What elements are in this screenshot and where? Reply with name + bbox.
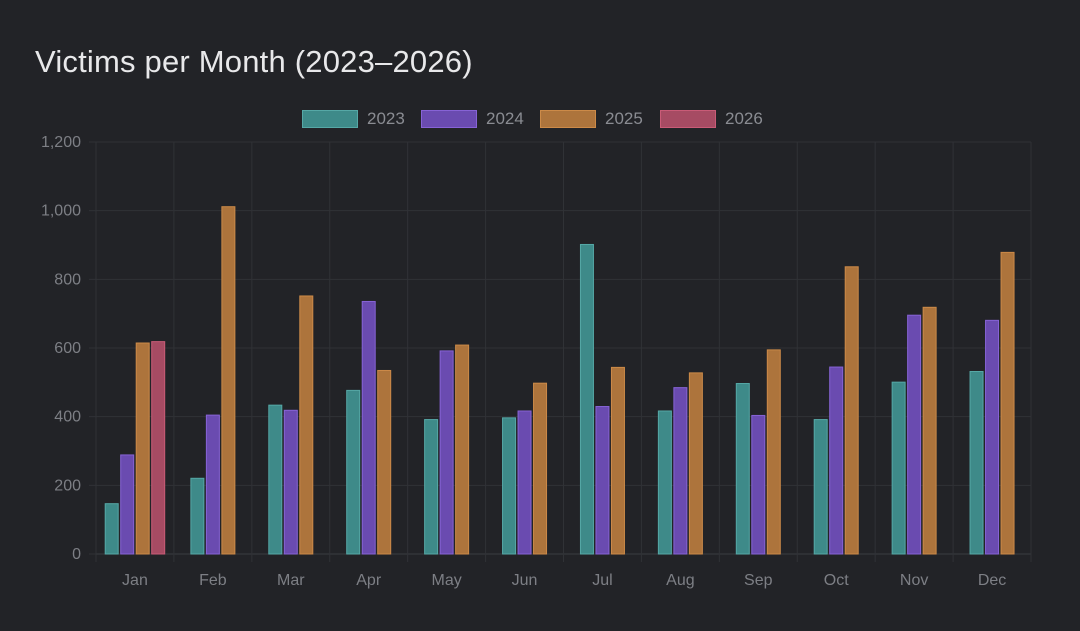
y-tick-label: 800 <box>54 271 81 288</box>
legend-swatch-2023 <box>302 110 358 128</box>
bar-2023-sep <box>735 383 750 555</box>
legend-label-2026: 2026 <box>725 109 763 128</box>
bar-2023-apr <box>346 389 361 555</box>
y-tick-label: 1,000 <box>41 203 81 220</box>
bar-2024-sep <box>751 414 766 555</box>
bar-2024-oct <box>829 366 844 555</box>
x-tick-label: Feb <box>199 572 227 589</box>
bar-2023-oct <box>813 419 828 555</box>
bar-2024-jan <box>120 454 135 555</box>
bar-2023-aug <box>657 410 672 555</box>
bar-2024-aug <box>673 387 688 555</box>
bar-2024-nov <box>907 314 922 555</box>
legend-label-2023: 2023 <box>367 109 405 128</box>
bar-2024-apr <box>361 300 376 555</box>
bar-2026-jan <box>151 341 166 555</box>
bar-2024-feb <box>205 414 220 555</box>
bar-2023-may <box>424 419 439 555</box>
y-tick-label: 400 <box>54 409 81 426</box>
bar-2024-jun <box>517 410 532 555</box>
legend-label-2025: 2025 <box>605 109 643 128</box>
y-tick-label: 1,200 <box>41 134 81 151</box>
x-tick-label: Dec <box>978 572 1006 589</box>
chart-title: Victims per Month (2023–2026) <box>35 44 473 79</box>
bar-2023-jun <box>502 417 517 555</box>
x-tick-label: Aug <box>666 572 694 589</box>
bar-2025-apr <box>377 369 392 555</box>
x-tick-label: Jan <box>122 572 148 589</box>
bar-2025-dec <box>1000 251 1015 555</box>
bar-2025-feb <box>221 206 236 555</box>
bar-2025-aug <box>688 372 703 555</box>
bar-2024-jul <box>595 406 610 555</box>
y-tick-label: 600 <box>54 340 81 357</box>
x-tick-label: Nov <box>900 572 928 589</box>
x-tick-label: Jul <box>592 572 612 589</box>
legend-swatch-2025 <box>540 110 596 128</box>
x-tick-label: Oct <box>824 572 849 589</box>
legend-label-2024: 2024 <box>486 109 524 128</box>
bar-2025-jun <box>533 382 548 555</box>
bar-2025-jul <box>610 366 625 555</box>
y-tick-label: 0 <box>72 546 81 563</box>
bar-2023-mar <box>268 404 283 555</box>
bar-2025-oct <box>844 266 859 555</box>
x-tick-label: Mar <box>277 572 305 589</box>
legend-swatch-2024 <box>421 110 477 128</box>
bar-2023-jul <box>579 243 594 555</box>
legend-swatch-2026 <box>660 110 716 128</box>
bar-2025-mar <box>299 295 314 555</box>
bar-2025-nov <box>922 306 937 555</box>
bar-2024-mar <box>283 409 298 555</box>
bar-2024-dec <box>985 319 1000 555</box>
y-tick-label: 200 <box>54 477 81 494</box>
x-tick-label: May <box>432 572 462 589</box>
x-tick-label: Jun <box>512 572 538 589</box>
bar-2023-jan <box>104 503 119 555</box>
bar-2023-dec <box>969 371 984 555</box>
bar-2025-sep <box>766 349 781 555</box>
bar-2023-nov <box>891 381 906 555</box>
legend: 2023 2024 2025 2026 <box>0 108 1080 130</box>
bar-2024-may <box>439 350 454 555</box>
bar-2025-jan <box>135 342 150 555</box>
x-tick-label: Apr <box>356 572 382 589</box>
bar-2025-may <box>455 344 470 555</box>
bar-2023-feb <box>190 477 205 555</box>
x-tick-label: Sep <box>744 572 773 589</box>
